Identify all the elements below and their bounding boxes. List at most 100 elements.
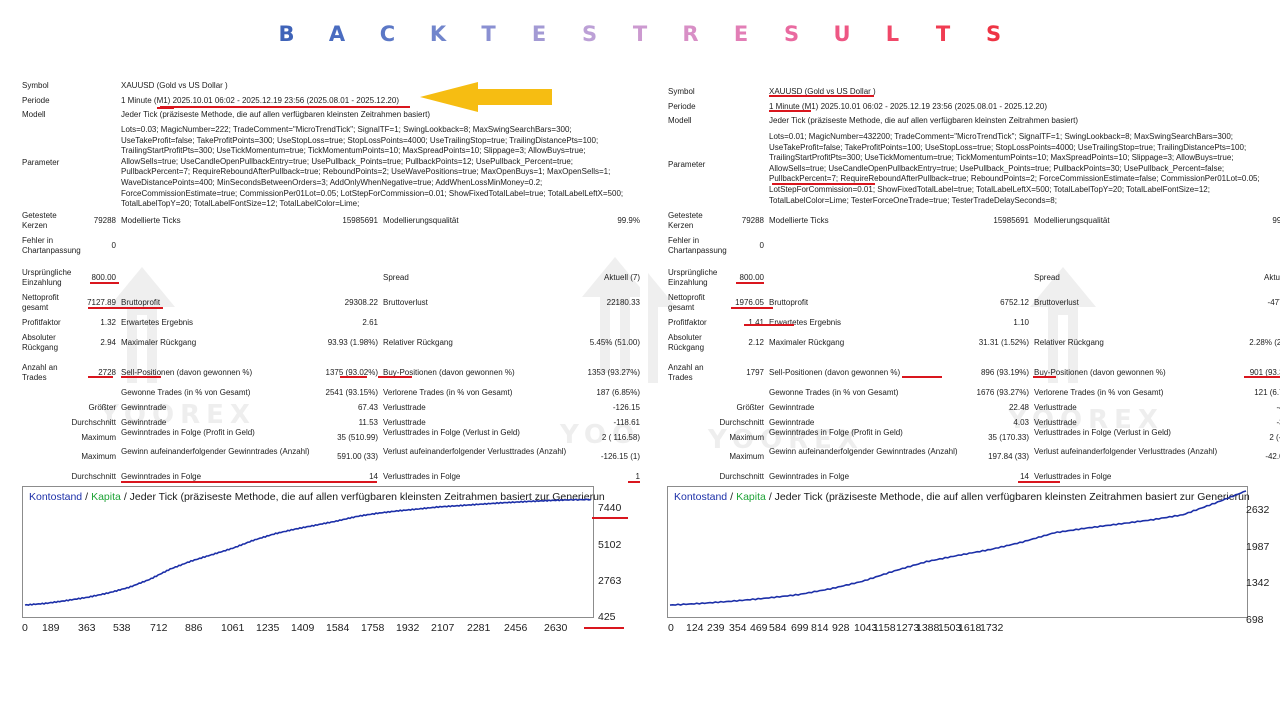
x-tick-label: 2281 [467,622,491,634]
stat-value: 2728 [98,368,116,377]
yoorex-watermark-icon [1028,265,1098,385]
stat-label: Bruttoverlust [383,298,428,307]
stat-label: Maximum [729,452,764,461]
stat-label: Größter [736,403,764,412]
stat-value: 2.12 [748,338,764,347]
red-underline-mark [160,106,410,108]
chart-legend: Kontostand / Kapita / Jeder Tick (präzisest… [29,491,605,503]
stat-label: Gewinntrades in Folge (Profit in Geld) [769,428,903,437]
stat-label: Gewinntrade [121,403,167,412]
x-tick-label: 0 [22,622,28,634]
title-letter: S [985,22,1002,46]
y-tick-label: 2763 [598,575,622,587]
chart-plot [24,498,592,606]
stat-value: 1.41 [748,318,764,327]
stat-label: Maximum [81,452,116,461]
stat-value: 99.9 [1272,216,1280,225]
x-tick-label: 2107 [431,622,455,634]
title-letter: A [328,22,346,46]
stat-label: Maximaler Rückgang [121,338,197,347]
title-letter: T [935,22,951,46]
red-underline-mark [744,324,794,326]
stat-label: Gewonne Trades (in % von Gesamt) [121,388,251,397]
x-tick-label: 124 [686,622,704,634]
stat-value: 0 [111,241,116,250]
stat-value: -126.15 (1) [600,452,640,461]
stat-value: 93.93 (1.98%) [327,338,378,347]
stat-value: 15985691 [342,216,378,225]
stat-label: Verlust aufeinanderfolgender Verlusttrad… [1034,447,1218,456]
stat-value: 896 (93.19%) [980,368,1029,377]
legend-description: / Jeder Tick (präziseste Methode, die au… [768,491,1250,503]
stat-label: Bruttoprofit [769,298,809,307]
stat-value: 14 [1020,472,1029,481]
stat-value: 2541 (93.15%) [325,388,378,397]
stat-label: Verlusttrades in Folge (Verlust in Geld) [1034,428,1171,437]
stat-value: 901 (93.34 [1249,368,1280,377]
stat-value: 14 [369,472,378,481]
stat-value: -126.15 [612,403,640,412]
stat-value: 79288 [93,216,116,225]
stat-label: Gewinn aufeinanderfolgender Gewinntrades… [769,447,958,456]
stat-label: Verlorene Trades (in % von Gesamt) [1034,388,1164,397]
stat-value: -42 [1276,403,1280,412]
x-tick-label: 699 [791,622,809,634]
stat-value: 1.10 [1013,318,1029,327]
stat-label: Bruttoverlust [1034,298,1079,307]
yellow-arrow-icon [420,82,552,112]
symbol-label: Symbol [668,87,695,96]
red-underline-mark [157,107,174,109]
x-tick-label: 1158 [873,622,896,634]
stat-value: 1 [635,472,640,481]
balance-line [24,498,592,606]
red-underline-mark [1033,376,1056,378]
legend-equity: Kapita [736,491,766,503]
stat-value: 800.00 [739,273,764,282]
stat-label: Modellierte Ticks [769,216,829,225]
x-tick-label: 1732 [980,622,1004,634]
stat-value: 35 (510.99) [337,433,378,442]
stat-value: 99.9% [617,216,640,225]
balance-line [669,490,1247,606]
stat-value: 7127.89 [87,298,116,307]
stat-label: Gewinntrade [769,418,815,427]
title-letter: E [733,22,749,46]
stat-value: 591.00 (33) [337,452,378,461]
x-tick-label: 1061 [221,622,245,634]
model-label: Modell [668,116,692,125]
stat-label: Spread [1034,273,1060,282]
stat-value: -4776 [1267,298,1280,307]
x-tick-label: 0 [668,622,674,634]
red-underline-mark [1244,376,1280,378]
y-tick-label: 2632 [1246,504,1270,516]
stat-label: Durchschnitt [719,472,764,481]
stat-label: Maximum [81,433,116,442]
x-tick-label: 1503 [938,622,962,634]
stat-value: 800.00 [91,273,116,282]
symbol-label: Symbol [22,81,49,90]
stat-label: Verlusttrade [383,418,426,427]
red-underline-mark [592,517,628,519]
title-letter: E [531,22,547,46]
stat-label: Erwartetes Ergebnis [121,318,194,327]
stat-value: 79288 [741,216,764,225]
red-underline-mark [378,376,412,378]
red-underline-mark [769,110,811,112]
period-label: Periode [668,102,696,111]
red-underline-mark [584,627,624,629]
legend-description: / Jeder Tick (präziseste Methode, die au… [123,491,605,503]
stat-label: Durchschnitt [719,418,764,427]
stat-value: 67.43 [357,403,378,412]
red-underline-mark [88,376,113,378]
title-letter: S [783,22,800,46]
stat-label: Anzahl an Trades [22,363,58,382]
title-letter: C [379,22,396,46]
x-tick-label: 928 [832,622,850,634]
red-underline-mark [121,307,163,309]
stat-value: 1797 [746,368,764,377]
stat-value: 1676 (93.27%) [976,388,1029,397]
stat-value: 6752.12 [1000,298,1029,307]
stat-label: Gewinntrades in Folge (Profit in Geld) [121,428,255,437]
stat-value: -118.61 [613,418,640,427]
model-value: Jeder Tick (präziseste Methode, die auf … [121,110,431,119]
